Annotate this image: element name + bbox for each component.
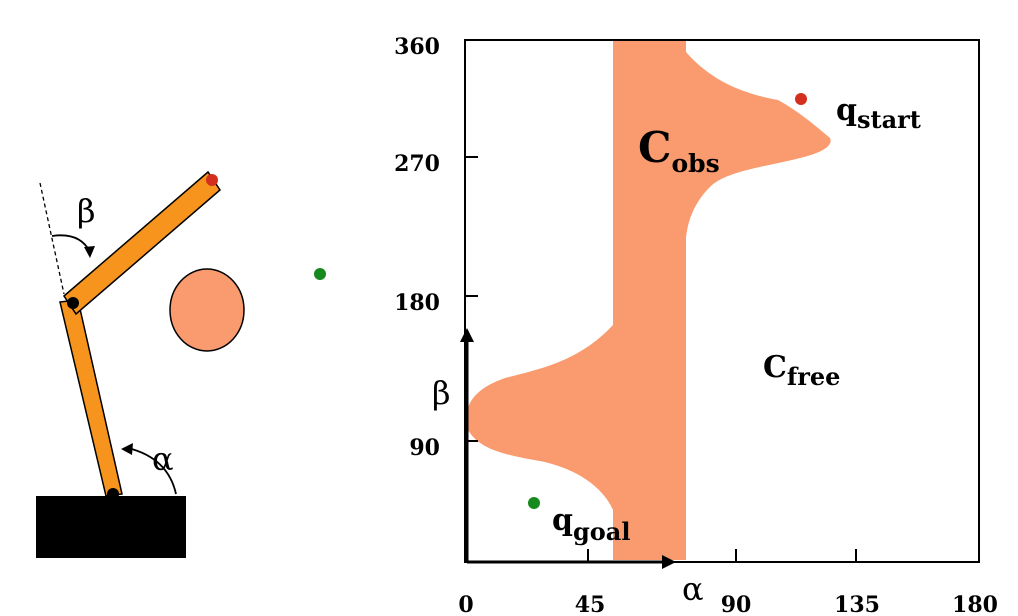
robot-base xyxy=(36,496,186,558)
x-tick-label-180: 180 xyxy=(952,592,998,616)
q-goal-label: qgoal xyxy=(552,503,630,546)
alpha-axis-arrowhead xyxy=(662,555,676,569)
elbow-joint xyxy=(67,297,79,309)
robot-arm-diagram: β α xyxy=(36,170,326,558)
c-free-label: Cfree xyxy=(763,350,840,391)
y-tick-label-360: 360 xyxy=(394,34,440,60)
lower-link xyxy=(59,299,123,497)
base-joint xyxy=(107,488,119,500)
beta-arc-arrow xyxy=(51,234,91,253)
c-obs-region xyxy=(466,40,831,560)
x-tick-label-90: 90 xyxy=(721,592,752,616)
configuration-space-plot: 360 270 180 90 0 45 90 135 180 α β Cobs … xyxy=(394,34,998,616)
q-start-point xyxy=(795,93,807,105)
beta-label: β xyxy=(77,192,96,230)
c-obs-label: Cobs xyxy=(638,123,720,178)
end-effector-start-point xyxy=(206,174,218,186)
beta-axis-arrowhead xyxy=(460,328,474,342)
goal-point-marker xyxy=(314,268,326,280)
y-tick-label-90: 90 xyxy=(409,435,440,461)
reference-dashed-line xyxy=(39,182,65,295)
alpha-label: α xyxy=(152,440,174,478)
workspace-obstacle xyxy=(169,268,245,352)
alpha-arrowhead xyxy=(121,443,133,455)
y-tick-label-180: 180 xyxy=(394,290,440,316)
q-goal-point xyxy=(528,497,540,509)
plot-frame xyxy=(464,39,980,563)
beta-axis-label: β xyxy=(432,374,451,412)
x-tick-label-45: 45 xyxy=(575,592,606,616)
q-start-label: qstart xyxy=(836,93,921,134)
alpha-arc-arrow xyxy=(127,447,177,495)
x-tick-label-0: 0 xyxy=(458,592,473,616)
y-tick-label-270: 270 xyxy=(394,151,440,177)
x-tick-label-135: 135 xyxy=(834,592,880,616)
beta-arrowhead xyxy=(84,246,95,258)
alpha-axis-label: α xyxy=(682,570,704,608)
